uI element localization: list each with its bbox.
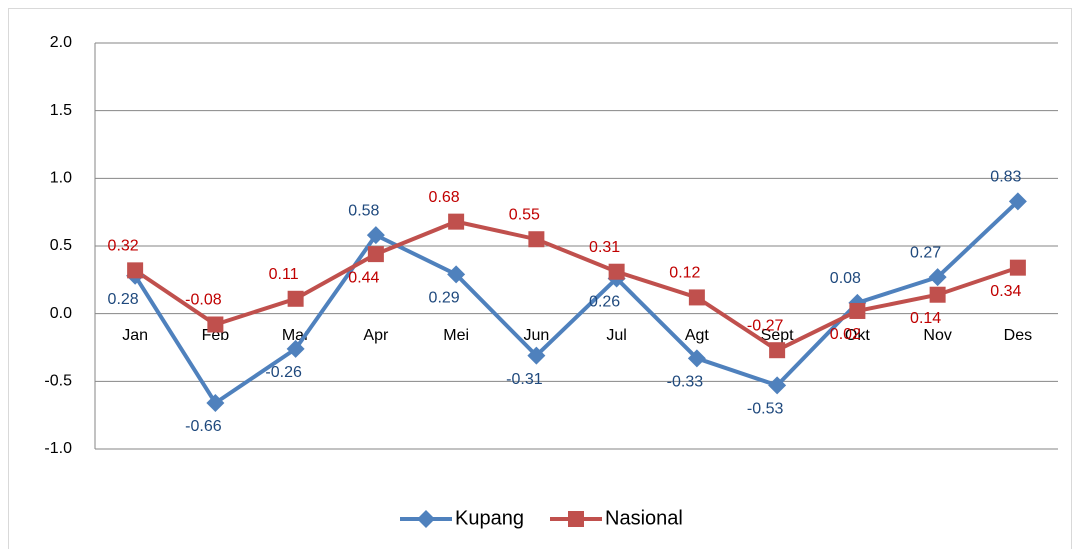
marker bbox=[687, 349, 706, 368]
data-label: -0.33 bbox=[667, 374, 704, 391]
legend-marker bbox=[417, 510, 435, 528]
legend-marker bbox=[568, 511, 584, 527]
data-label: -0.27 bbox=[747, 317, 784, 334]
marker bbox=[768, 376, 787, 395]
data-label: -0.26 bbox=[265, 364, 302, 381]
x-tick-label: Jan bbox=[122, 327, 148, 344]
data-label: 0.08 bbox=[830, 270, 861, 287]
data-label: -0.66 bbox=[185, 418, 222, 435]
marker bbox=[608, 263, 625, 280]
x-tick-label: Des bbox=[1004, 327, 1032, 344]
series-line bbox=[134, 219, 1019, 353]
x-tick-label: Agt bbox=[685, 327, 710, 344]
marker bbox=[769, 342, 786, 359]
data-label: 0.31 bbox=[589, 239, 620, 256]
marker bbox=[447, 265, 466, 284]
marker bbox=[286, 339, 305, 358]
marker bbox=[688, 289, 705, 306]
marker bbox=[206, 393, 225, 412]
marker bbox=[448, 213, 465, 230]
marker bbox=[849, 302, 866, 319]
y-tick-label: -0.5 bbox=[44, 373, 72, 390]
marker bbox=[127, 262, 144, 279]
data-label: 0.58 bbox=[348, 202, 379, 219]
y-tick-label: 0.0 bbox=[50, 305, 72, 322]
marker bbox=[1008, 192, 1027, 211]
data-label: 0.68 bbox=[429, 189, 460, 206]
data-label: 0.34 bbox=[990, 283, 1021, 300]
data-label: 0.02 bbox=[830, 326, 861, 343]
x-tick-label: Jul bbox=[606, 327, 626, 344]
marker bbox=[528, 231, 545, 248]
data-label: -0.31 bbox=[506, 371, 543, 388]
chart-frame bbox=[8, 8, 1072, 549]
data-label: -0.08 bbox=[185, 292, 222, 309]
x-tick-label: Nov bbox=[923, 327, 951, 344]
x-tick-label: Mei bbox=[443, 327, 469, 344]
marker bbox=[366, 226, 385, 245]
data-label: 0.55 bbox=[509, 206, 540, 223]
x-tick-label: Jun bbox=[523, 327, 549, 344]
marker bbox=[929, 286, 946, 303]
series-line bbox=[133, 199, 1020, 406]
y-tick-label: 0.5 bbox=[50, 237, 72, 254]
x-tick-label: Sept bbox=[761, 327, 794, 344]
y-tick-label: -1.0 bbox=[44, 440, 72, 457]
legend-label: Nasional bbox=[605, 507, 683, 529]
data-label: 0.11 bbox=[269, 266, 299, 283]
marker bbox=[207, 316, 224, 333]
y-tick-label: 2.0 bbox=[50, 34, 72, 51]
data-label: 0.44 bbox=[348, 269, 379, 286]
x-tick-label: Okt bbox=[845, 327, 870, 344]
data-label: 0.26 bbox=[589, 294, 620, 311]
data-label: 0.27 bbox=[910, 244, 941, 261]
x-tick-label: Apr bbox=[363, 327, 389, 344]
data-label: 0.83 bbox=[990, 169, 1021, 186]
data-label: 0.14 bbox=[910, 310, 941, 327]
marker bbox=[527, 346, 546, 365]
marker bbox=[1009, 259, 1026, 276]
marker bbox=[928, 268, 947, 287]
data-label: 0.29 bbox=[429, 290, 460, 307]
data-label: 0.12 bbox=[669, 265, 700, 282]
y-tick-label: 1.0 bbox=[50, 170, 72, 187]
data-label: 0.32 bbox=[108, 238, 139, 255]
y-tick-label: 1.5 bbox=[50, 102, 72, 119]
marker bbox=[367, 246, 384, 263]
marker bbox=[287, 290, 304, 307]
data-label: 0.28 bbox=[108, 291, 139, 308]
legend-label: Kupang bbox=[455, 507, 524, 529]
data-label: -0.53 bbox=[747, 401, 784, 418]
